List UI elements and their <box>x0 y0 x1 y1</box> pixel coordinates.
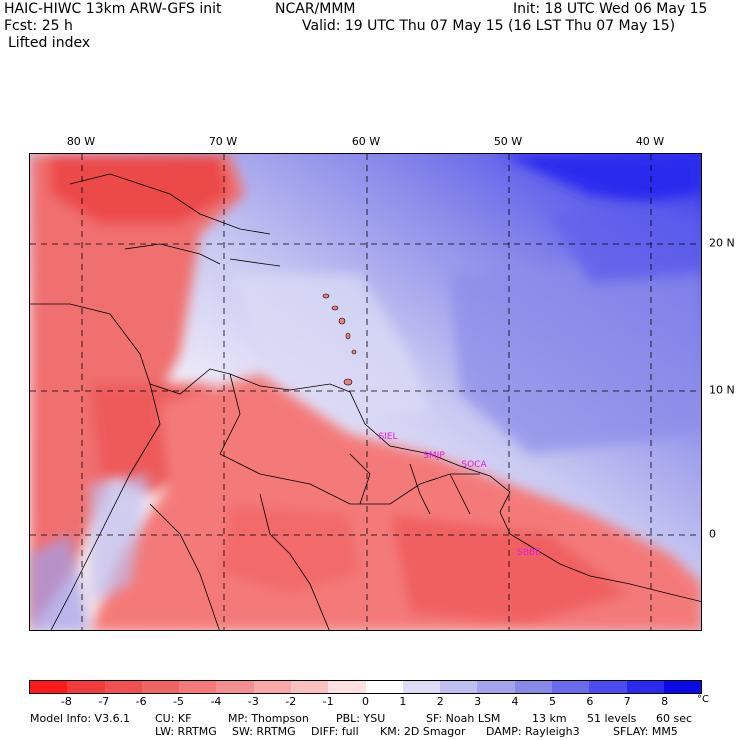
legend-swatch-2 <box>104 681 142 693</box>
legend-tick-label: 0 <box>362 695 369 708</box>
legend-swatch-17 <box>663 681 702 693</box>
legend-swatch-15 <box>589 681 627 693</box>
positive-li-regions <box>30 194 701 630</box>
legend-tick-label: 3 <box>474 695 482 708</box>
info-km: KM: 2D Smagor <box>380 725 466 738</box>
info-sflay: SFLAY: MM5 <box>613 725 678 738</box>
negative-li-regions <box>30 154 701 630</box>
info-diff: DIFF: full <box>311 725 359 738</box>
info-cu: CU: KF <box>155 712 192 725</box>
header-fcst: Fcst: 25 h <box>4 18 73 34</box>
legend-swatch-7 <box>290 681 329 693</box>
info-sf: SF: Noah LSM <box>426 712 501 725</box>
header-org: NCAR/MMM <box>275 1 356 17</box>
station-siel: SIEL <box>378 432 398 442</box>
legend-tick-label: -5 <box>173 695 185 708</box>
legend-tick-label: 8 <box>661 695 669 708</box>
lon-label-70w: 70 W <box>208 135 238 148</box>
legend-tick-label: -6 <box>135 695 147 708</box>
legend-swatch-0 <box>30 681 68 693</box>
legend-swatch-5 <box>216 681 254 693</box>
legend-swatch-9 <box>365 681 403 693</box>
info-damp: DAMP: Rayleigh3 <box>486 725 580 738</box>
legend-swatch-12 <box>477 681 515 693</box>
lat-label-0: 0 <box>709 527 716 541</box>
legend-swatch-14 <box>551 681 590 693</box>
legend-tick-label: -1 <box>322 695 334 708</box>
info-version: Model Info: V3.6.1 <box>30 712 131 725</box>
info-pbl: PBL: YSU <box>336 712 386 725</box>
info-timestep: 60 sec <box>656 712 693 725</box>
info-levels: 51 levels <box>587 712 637 725</box>
legend-swatch-1 <box>67 681 105 693</box>
legend-swatch-8 <box>328 681 366 693</box>
info-sw: SW: RRTMG <box>232 725 296 738</box>
legend-tick-label: -3 <box>247 695 259 708</box>
lon-label-60w: 60 W <box>351 135 381 148</box>
legend-swatch-4 <box>179 681 217 693</box>
field-name: Lifted index <box>8 35 91 51</box>
lat-label-20n: 20 N <box>709 236 735 250</box>
legend-swatch-11 <box>440 681 478 693</box>
station-sbbe: SBBE <box>517 548 541 558</box>
header-init: Init: 18 UTC Wed 06 May 15 <box>513 1 708 17</box>
info-lw: LW: RRTMG <box>155 725 217 738</box>
info-mp: MP: Thompson <box>228 712 309 725</box>
legend-tick-label: -4 <box>210 695 222 708</box>
legend-tick-label: 1 <box>399 695 407 708</box>
lon-label-50w: 50 W <box>493 135 523 148</box>
legend-tick-label: -8 <box>60 695 72 708</box>
legend-unit: °C <box>697 694 709 705</box>
legend-tick-label: -2 <box>285 695 297 708</box>
legend-tick-label: 7 <box>623 695 631 708</box>
lifted-index-map <box>30 154 701 630</box>
legend-swatch-10 <box>402 681 441 693</box>
station-smjp: SMJP <box>423 451 445 461</box>
legend-tick-label: 4 <box>511 695 519 708</box>
lon-label-40w: 40 W <box>635 135 665 148</box>
station-soca: SOCA <box>461 460 487 470</box>
legend-tick-label: 2 <box>436 695 444 708</box>
legend-swatch-13 <box>514 681 552 693</box>
legend-tick-label: 5 <box>548 695 556 708</box>
latlon-grid <box>30 154 701 630</box>
color-legend <box>29 680 702 694</box>
header-valid: Valid: 19 UTC Thu 07 May 15 (16 LST Thu … <box>302 18 676 34</box>
legend-tick-label: -7 <box>98 695 110 708</box>
legend-tick-label: 6 <box>586 695 594 708</box>
map-panel <box>29 153 702 631</box>
coastlines <box>30 173 701 630</box>
header-title: HAIC-HIWC 13km ARW-GFS init <box>4 1 222 17</box>
lesser-antilles <box>322 293 357 386</box>
info-resolution: 13 km <box>532 712 567 725</box>
lon-label-80w: 80 W <box>66 135 96 148</box>
legend-swatch-16 <box>626 681 664 693</box>
lat-label-10n: 10 N <box>709 383 735 397</box>
legend-swatch-3 <box>141 681 180 693</box>
legend-swatch-6 <box>253 681 291 693</box>
